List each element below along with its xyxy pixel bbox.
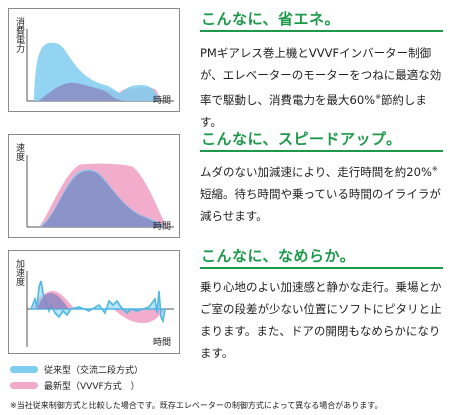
speed-up-heading: こんなに、スピードアップ。: [201, 130, 402, 148]
energy-saving-text-tail: 節約します。: [200, 92, 427, 129]
speed-chart-graphic: [26, 155, 174, 228]
speed-chart-panel: 速度 時間: [8, 134, 180, 238]
legend-swatch-latest: [10, 382, 38, 389]
legend-item-latest: 最新型（VVVF方式 ）: [10, 380, 200, 392]
legend-swatch-conventional: [10, 366, 38, 373]
power-overlap-area: [39, 82, 127, 101]
smooth-heading: こんなに、なめらか。: [201, 247, 356, 265]
energy-saving-description: PMギアレス巻上機とVVVFインバーター制御が、エレベーターのモーターをつねに最…: [200, 42, 446, 133]
acceleration-overlap-area: [37, 293, 69, 309]
speed-up-rule: [200, 150, 443, 152]
power-chart-graphic: [26, 29, 174, 102]
speed-x-label: 時間: [152, 222, 171, 232]
speed-y-label: 速度: [14, 143, 24, 161]
smooth-description: 乗り心地のよい加速感と静かな走行。乗場とかご室の段差が少ない位置にソフトにピタリ…: [200, 280, 442, 360]
energy-saving-text: PMギアレス巻上機とVVVFインバーター制御が、エレベーターのモーターをつねに最…: [200, 46, 442, 107]
legend-item-conventional: 従来型（交流二段方式）: [10, 364, 200, 376]
power-y-label: 消費電力: [14, 17, 24, 53]
smooth-rule: [200, 267, 443, 269]
acceleration-chart-graphic: [26, 271, 174, 347]
legend-label-latest: 最新型（VVVF方式 ）: [44, 382, 140, 392]
energy-saving-heading: こんなに、省エネ。: [201, 10, 341, 28]
speed-overlap-area: [41, 170, 163, 227]
energy-saving-rule: [200, 30, 443, 32]
acceleration-chart-panel: 加速度 時間: [8, 250, 180, 354]
footnote: ※当社従来制御方式と比較した場合です。既存エレベーターの制御方式によって異なる場…: [10, 401, 383, 410]
speed-up-text-tail: 短縮。待ち時間や乗っている時間のイライラが減らせます。: [200, 186, 441, 223]
acceleration-conventional-line: [29, 280, 166, 324]
speed-up-text: ムダのない加減速により、走行時間を約20%: [200, 164, 432, 179]
acceleration-x-label: 時間: [152, 338, 171, 348]
speed-up-description: ムダのない加減速により、走行時間を約20%※ 短縮。待ち時間や乗っている時間のイラ…: [200, 158, 446, 227]
energy-saving-note-mark: ※: [375, 93, 381, 101]
acceleration-y-label: 加速度: [14, 259, 24, 286]
power-x-label: 時間: [152, 96, 171, 106]
legend-label-conventional: 従来型（交流二段方式）: [44, 366, 144, 376]
power-chart-panel: 消費電力 時間: [8, 8, 180, 112]
speed-up-note-mark: ※: [431, 165, 438, 173]
